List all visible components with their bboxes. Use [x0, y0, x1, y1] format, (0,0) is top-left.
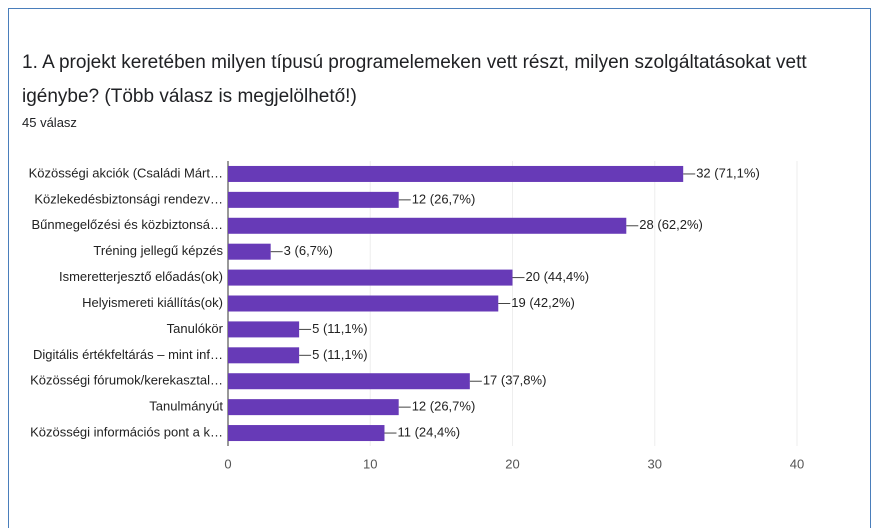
- x-tick-label: 30: [648, 456, 662, 471]
- data-label: 20 (44,4%): [526, 269, 590, 284]
- x-tick-label: 10: [363, 456, 377, 471]
- y-tick-label: Digitális értékfeltárás – mint inf…: [33, 347, 223, 362]
- y-tick-label: Közösségi információs pont a k…: [30, 424, 223, 439]
- bar: [228, 217, 627, 234]
- y-tick-label: Közlekedésbiztonsági rendezv…: [34, 191, 223, 206]
- data-label: 12 (26,7%): [412, 191, 476, 206]
- bar: [228, 321, 300, 338]
- bar: [228, 347, 300, 364]
- y-tick-label: Közösségi fórumok/kerekasztal…: [30, 373, 223, 388]
- data-label: 5 (11,1%): [312, 321, 367, 336]
- bar: [228, 269, 513, 286]
- data-label: 17 (37,8%): [483, 373, 547, 388]
- bar: [228, 399, 399, 416]
- data-label: 32 (71,1%): [696, 165, 760, 180]
- y-tick-label: Bűnmegelőzési és közbiztonsá…: [32, 217, 224, 232]
- data-label: 11 (24,4%): [397, 424, 460, 439]
- y-tick-label: Tréning jellegű képzés: [93, 243, 223, 258]
- y-tick-label: Tanulmányút: [149, 399, 223, 414]
- x-tick-label: 20: [505, 456, 519, 471]
- data-label: 19 (42,2%): [511, 295, 575, 310]
- data-label: 12 (26,7%): [412, 399, 476, 414]
- bar: [228, 243, 271, 260]
- frame: [8, 8, 871, 528]
- data-label: 28 (62,2%): [639, 217, 703, 232]
- bar: [228, 165, 684, 182]
- response-count: 45 válasz: [22, 115, 77, 130]
- y-tick-label: Helyismereti kiállítás(ok): [82, 295, 223, 310]
- data-label: 5 (11,1%): [312, 347, 367, 362]
- bar: [228, 425, 385, 442]
- bar: [228, 373, 470, 390]
- y-tick-label: Közösségi akciók (Családi Márt…: [29, 165, 223, 180]
- x-tick-label: 40: [790, 456, 804, 471]
- bar: [228, 191, 399, 208]
- x-tick-label: 0: [224, 456, 231, 471]
- chart-title: 1. A projekt keretében milyen típusú pro…: [22, 52, 807, 107]
- bar: [228, 295, 499, 312]
- data-label: 3 (6,7%): [284, 243, 333, 258]
- y-tick-label: Ismeretterjesztő előadás(ok): [59, 269, 223, 284]
- y-tick-label: Tanulókör: [167, 321, 224, 336]
